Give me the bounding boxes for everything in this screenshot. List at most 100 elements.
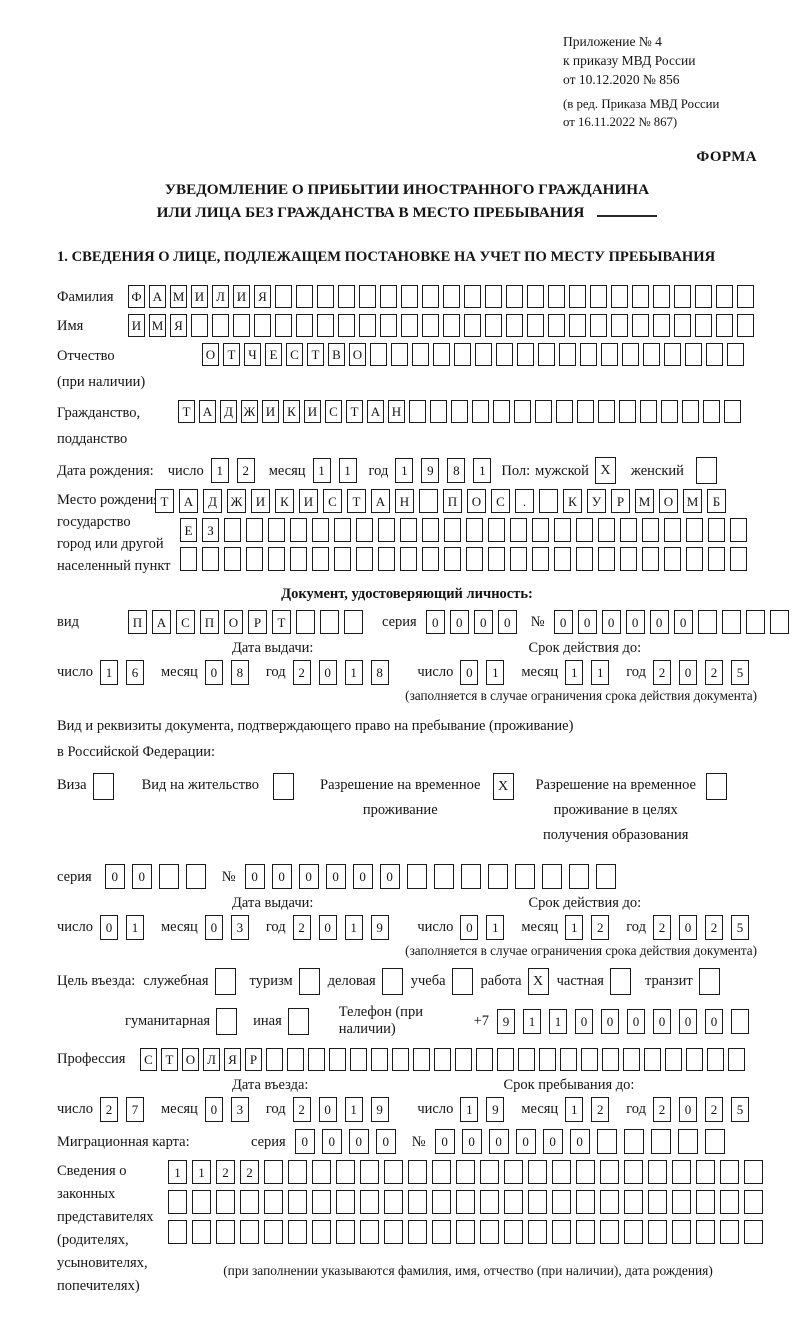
resdoc-number-cells-cell-7[interactable] [406, 864, 427, 889]
birthplace-row2-cells-cell-15[interactable] [488, 518, 505, 542]
name-cells-cell-12[interactable] [359, 314, 376, 337]
patronymic-cells-cell-10[interactable] [391, 343, 408, 366]
doc-number-cells-cell-8[interactable] [721, 610, 741, 634]
patronymic-cells-cell-3[interactable]: Ч [244, 343, 261, 366]
citizenship-cells-cell-1[interactable]: Т [178, 400, 195, 423]
phone-cells-cell-1[interactable]: 9 [497, 1008, 515, 1034]
patronymic-cells-cell-17[interactable] [538, 343, 555, 366]
birthplace-row3-cells-cell-5[interactable] [268, 547, 285, 571]
surname-cells-cell-2[interactable]: А [149, 285, 166, 308]
citizenship-cells-cell-15[interactable] [472, 400, 489, 423]
birthplace-row1-cells-cell-3[interactable]: Д [203, 489, 222, 513]
patronymic-cells-cell-4[interactable]: Е [265, 343, 282, 366]
phone-cells-cell-8[interactable]: 0 [679, 1008, 697, 1034]
legal-rep-row2-cells-cell-9[interactable] [360, 1190, 379, 1214]
purpose-other-checkbox-cell-1[interactable] [287, 1007, 309, 1035]
citizenship-cells-cell-10[interactable]: А [367, 400, 384, 423]
profession-cells-cell-21[interactable] [560, 1047, 577, 1071]
surname-cells-cell-12[interactable] [359, 285, 376, 308]
legal-rep-row1-cells-cell-25[interactable] [744, 1160, 763, 1184]
legal-rep-row3-cells-cell-8[interactable] [336, 1220, 355, 1244]
iddoc-issue-year-cells-cell-1[interactable]: 2 [292, 660, 311, 685]
migcard-series-cells-cell-3[interactable]: 0 [348, 1129, 369, 1154]
patronymic-cells-cell-19[interactable] [580, 343, 597, 366]
resdoc-issue-year-cells-cell-4[interactable]: 9 [370, 915, 389, 940]
resdoc-number-cells-cell-6[interactable]: 0 [379, 864, 400, 889]
name-cells-cell-30[interactable] [737, 314, 754, 337]
birth-year-cells-cell-3[interactable]: 8 [447, 458, 466, 483]
temp-residence-checkbox-cell-1[interactable]: X [492, 773, 514, 800]
legal-rep-row3-cells-cell-10[interactable] [384, 1220, 403, 1244]
birthplace-row2-cells-cell-24[interactable] [686, 518, 703, 542]
iddoc-expiry-month-cells-cell-2[interactable]: 1 [591, 660, 610, 685]
migcard-series-cells-cell-1[interactable]: 0 [294, 1129, 315, 1154]
stay-year-cells-cell-1[interactable]: 2 [653, 1097, 671, 1122]
profession-cells-cell-26[interactable] [665, 1047, 682, 1071]
iddoc-expiry-day-cells-cell-2[interactable]: 1 [486, 660, 505, 685]
birthplace-row3-cells-cell-17[interactable] [532, 547, 549, 571]
legal-rep-row3-cells-cell-15[interactable] [504, 1220, 523, 1244]
legal-rep-row2-cells-cell-15[interactable] [504, 1190, 523, 1214]
doc-type-cells-cell-6[interactable]: Р [248, 610, 267, 634]
doc-type-cells-cell-1[interactable]: П [128, 610, 147, 634]
birthplace-row3-cells-cell-11[interactable] [400, 547, 417, 571]
legal-rep-row2-cells-cell-25[interactable] [744, 1190, 763, 1214]
migcard-number-cells-cell-5[interactable]: 0 [542, 1129, 563, 1154]
birthplace-row3-cells-cell-23[interactable] [664, 547, 681, 571]
profession-cells-cell-5[interactable]: Я [224, 1047, 241, 1071]
profession-cells-cell-9[interactable] [308, 1047, 325, 1071]
legal-rep-row1-cells-cell-16[interactable] [528, 1160, 547, 1184]
legal-rep-row1-cells-cell-4[interactable]: 2 [240, 1160, 259, 1184]
purpose-private-checkbox-cell-1[interactable] [609, 968, 631, 995]
iddoc-expiry-month-cells-cell-1[interactable]: 1 [565, 660, 584, 685]
birthplace-row2-cells-cell-2[interactable]: З [202, 518, 219, 542]
legal-rep-row1-cells-cell-11[interactable] [408, 1160, 427, 1184]
birth-year-cells-cell-1[interactable]: 1 [395, 458, 414, 483]
profession-cells-cell-10[interactable] [329, 1047, 346, 1071]
legal-rep-row2-cells-cell-1[interactable] [168, 1190, 187, 1214]
patronymic-cells-cell-23[interactable] [664, 343, 681, 366]
name-cells-cell-16[interactable] [443, 314, 460, 337]
birthplace-row2-cells-cell-10[interactable] [378, 518, 395, 542]
patronymic-cells-cell-26[interactable] [727, 343, 744, 366]
birthplace-row3-cells-cell-3[interactable] [224, 547, 241, 571]
surname-cells-cell-3[interactable]: М [170, 285, 187, 308]
phone-cells-cell-5[interactable]: 0 [601, 1008, 619, 1034]
legal-rep-row2-cells-cell-10[interactable] [384, 1190, 403, 1214]
legal-rep-row3-cells-cell-22[interactable] [672, 1220, 691, 1244]
citizenship-cells-cell-17[interactable] [514, 400, 531, 423]
doc-type-cells-cell-2[interactable]: А [152, 610, 171, 634]
phone-cells-cell-10[interactable] [731, 1008, 749, 1034]
profession-cells-cell-25[interactable] [644, 1047, 661, 1071]
name-cells-cell-15[interactable] [422, 314, 439, 337]
surname-cells-cell-8[interactable] [275, 285, 292, 308]
stay-year-cells-cell-3[interactable]: 2 [705, 1097, 723, 1122]
legal-rep-row2-cells-cell-18[interactable] [576, 1190, 595, 1214]
birthplace-row1-cells-cell-24[interactable]: Б [707, 489, 726, 513]
surname-cells-cell-14[interactable] [401, 285, 418, 308]
birthplace-row1-cells-cell-7[interactable]: И [299, 489, 318, 513]
birthplace-row3-cells-cell-25[interactable] [708, 547, 725, 571]
patronymic-cells-cell-15[interactable] [496, 343, 513, 366]
phone-cells-cell-3[interactable]: 1 [549, 1008, 567, 1034]
birthplace-row3-cells-cell-8[interactable] [334, 547, 351, 571]
name-cells-cell-14[interactable] [401, 314, 418, 337]
legal-rep-row1-cells-cell-15[interactable] [504, 1160, 523, 1184]
patronymic-cells-cell-5[interactable]: С [286, 343, 303, 366]
birthplace-row2-cells-cell-3[interactable] [224, 518, 241, 542]
legal-rep-row2-cells-cell-24[interactable] [720, 1190, 739, 1214]
migcard-number-cells-cell-2[interactable]: 0 [461, 1129, 482, 1154]
citizenship-cells-cell-23[interactable] [640, 400, 657, 423]
name-cells-cell-2[interactable]: М [149, 314, 166, 337]
phone-cells-cell-7[interactable]: 0 [653, 1008, 671, 1034]
birth-day-cells-cell-1[interactable]: 1 [210, 458, 229, 483]
profession-cells-cell-2[interactable]: Т [161, 1047, 178, 1071]
profession-cells-cell-22[interactable] [581, 1047, 598, 1071]
patronymic-cells-cell-6[interactable]: Т [307, 343, 324, 366]
legal-rep-row3-cells-cell-1[interactable] [168, 1220, 187, 1244]
surname-cells-cell-7[interactable]: Я [254, 285, 271, 308]
surname-cells-cell-4[interactable]: И [191, 285, 208, 308]
profession-cells-cell-19[interactable] [518, 1047, 535, 1071]
profession-cells-cell-3[interactable]: О [182, 1047, 199, 1071]
legal-rep-row1-cells-cell-22[interactable] [672, 1160, 691, 1184]
